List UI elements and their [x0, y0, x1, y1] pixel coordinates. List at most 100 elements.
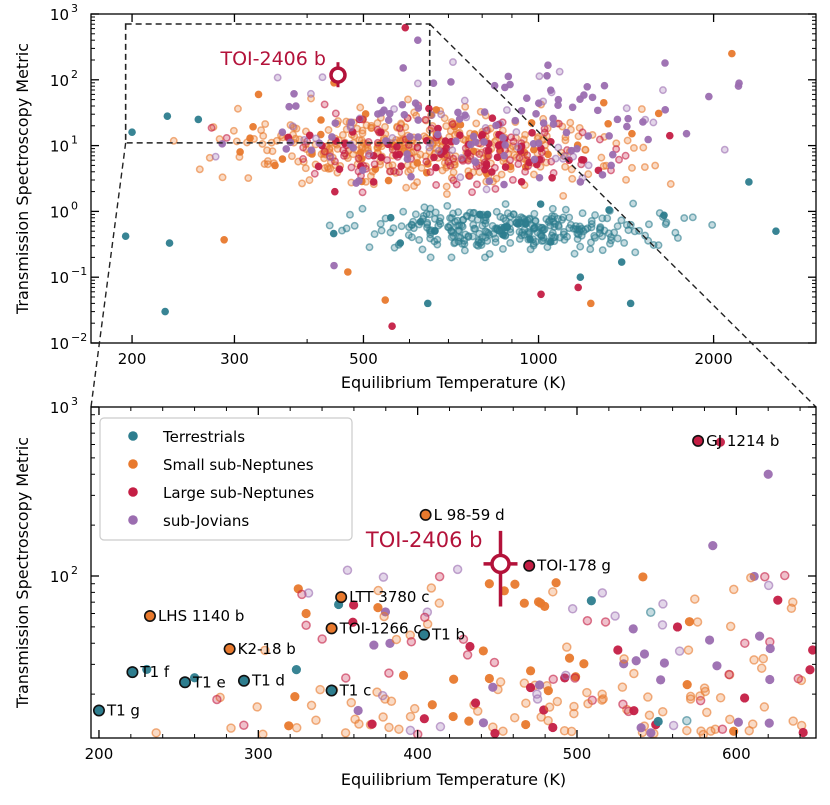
data-point: [568, 174, 577, 183]
data-point: [500, 151, 508, 160]
data-point: [430, 153, 438, 162]
data-point: [414, 116, 423, 124]
data-point: [543, 686, 553, 696]
data-point: [390, 105, 399, 113]
data-point: [559, 191, 568, 200]
data-point: [715, 693, 726, 703]
data-point: [548, 722, 558, 733]
data-point: [712, 661, 722, 671]
data-point: [562, 128, 571, 137]
data-point: [636, 723, 646, 733]
data-point: [629, 706, 639, 716]
data-point: [379, 611, 389, 622]
data-point: [355, 114, 364, 123]
data-point: [378, 712, 388, 722]
data-point: [682, 129, 691, 138]
data-point: [621, 151, 630, 160]
legend: Terrestrials Small sub-Neptunes Large sub-…: [99, 417, 353, 541]
data-point: [540, 225, 549, 234]
data-point: [473, 215, 482, 224]
data-point: [465, 641, 475, 652]
data-point: [582, 616, 593, 626]
data-point: [519, 598, 529, 608]
data-point: [644, 220, 653, 229]
data-point: [165, 239, 174, 247]
data-point: [365, 243, 374, 252]
data-point: [413, 143, 422, 152]
data-point: [658, 706, 668, 717]
data-point: [512, 218, 521, 227]
data-point: [708, 221, 717, 229]
data-point: [496, 212, 505, 221]
data-point: [688, 213, 697, 222]
data-point: [569, 708, 579, 719]
data-point: [708, 541, 718, 551]
data-point: [444, 223, 452, 232]
data-point: [401, 23, 410, 32]
data-point: [478, 646, 488, 656]
data-point: [433, 130, 442, 139]
data-point: [433, 240, 442, 249]
data-point: [561, 205, 570, 214]
data-point: [548, 587, 558, 597]
data-point: [624, 114, 632, 123]
data-point: [587, 223, 596, 232]
data-point: [472, 180, 481, 189]
data-point: [668, 720, 679, 731]
data-point: [263, 146, 272, 155]
data-point: [353, 705, 363, 716]
data-point: [644, 710, 655, 720]
data-point: [446, 161, 455, 170]
legend-label: Small sub-Neptunes: [163, 456, 314, 474]
data-point: [569, 701, 579, 712]
data-point: [454, 208, 463, 217]
data-point: [301, 620, 311, 631]
data-point: [661, 59, 669, 67]
data-point: [128, 128, 136, 136]
data-point: [346, 210, 354, 219]
data-point: [512, 128, 521, 137]
data-point: [413, 178, 422, 187]
data-point: [578, 156, 586, 164]
data-point: [587, 238, 595, 247]
data-point: [501, 200, 510, 209]
data-point: [493, 153, 502, 162]
data-point: [417, 163, 426, 172]
data-point: [525, 682, 536, 693]
data-point: [492, 207, 501, 216]
data-point: [489, 657, 500, 668]
data-point: [490, 81, 499, 90]
data-point: [549, 120, 558, 128]
data-point: [434, 571, 445, 582]
data-point: [207, 123, 216, 132]
data-point: [397, 222, 406, 231]
y-tick-label: 10: [50, 203, 69, 221]
data-point: [573, 144, 581, 153]
data-point: [629, 199, 638, 208]
data-point: [377, 153, 385, 162]
data-point: [496, 119, 505, 128]
data-point: [695, 691, 705, 701]
data-point: [619, 654, 629, 664]
data-point: [448, 146, 457, 155]
y-tick-label: 10: [50, 6, 69, 24]
data-point: [702, 707, 712, 718]
data-point: [335, 165, 344, 173]
planet-label: L 98-59 d: [434, 506, 505, 524]
data-point: [639, 649, 650, 659]
data-point: [584, 132, 593, 140]
data-point: [416, 150, 425, 159]
data-point: [564, 653, 575, 663]
data-point: [301, 164, 310, 173]
data-point: [395, 124, 404, 133]
data-point: [472, 119, 481, 128]
data-point: [599, 162, 608, 171]
data-point: [478, 718, 489, 728]
data-point: [717, 724, 728, 734]
data-point: [325, 221, 334, 230]
data-point: [305, 131, 314, 140]
data-point: [749, 655, 759, 665]
data-point: [672, 622, 683, 632]
data-point: [271, 161, 279, 170]
